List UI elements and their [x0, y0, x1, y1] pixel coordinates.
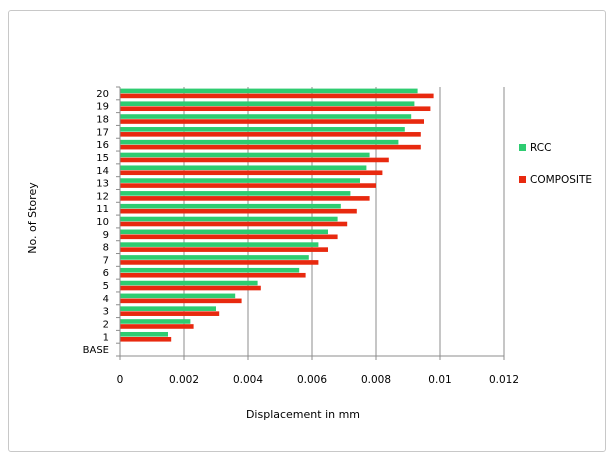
- bar-composite-4: [120, 298, 242, 304]
- bar-rcc-3: [120, 306, 216, 311]
- bar-rcc-17: [120, 127, 405, 132]
- legend: RCC COMPOSITE: [519, 142, 592, 186]
- bar-composite-7: [120, 260, 319, 265]
- bar-composite-20: [120, 93, 434, 99]
- bar-composite-18: [120, 119, 424, 124]
- y-tick-label: 3: [103, 307, 109, 318]
- bar-composite-17: [120, 132, 421, 137]
- bar-rcc-18: [120, 114, 412, 119]
- bar-rcc-2: [120, 319, 191, 324]
- legend-label-composite: COMPOSITE: [530, 174, 592, 186]
- bar-composite-6: [120, 272, 306, 278]
- y-tick-label: 15: [96, 153, 109, 164]
- y-tick-label: 14: [96, 166, 109, 177]
- bar-rcc-20: [120, 88, 418, 94]
- bar-composite-19: [120, 106, 431, 112]
- y-tick-label: 12: [96, 191, 109, 202]
- bar-composite-15: [120, 157, 389, 163]
- bar-rcc-13: [120, 178, 360, 183]
- x-tick-label: 0.002: [169, 374, 199, 386]
- legend-swatch-rcc: [519, 144, 526, 151]
- bar-rcc-8: [120, 242, 319, 247]
- bar-rcc-1: [120, 331, 168, 337]
- y-tick-label: 7: [103, 255, 109, 266]
- axes: [116, 86, 505, 360]
- x-tick-label: 0.012: [489, 374, 519, 386]
- bar-composite-16: [120, 144, 421, 150]
- y-tick-label: 11: [96, 204, 109, 215]
- bar-composite-2: [120, 324, 194, 329]
- bar-composite-5: [120, 285, 261, 291]
- y-tick-label: 17: [96, 127, 109, 138]
- y-tick-label: 18: [96, 115, 109, 126]
- y-tick-label: 6: [103, 268, 109, 279]
- x-tick-label: 0.004: [233, 374, 263, 386]
- legend-label-rcc: RCC: [530, 142, 551, 154]
- y-tick-label: BASE: [83, 345, 109, 356]
- bar-composite-13: [120, 183, 376, 188]
- bar-rcc-4: [120, 293, 236, 299]
- bar-composite-8: [120, 247, 328, 252]
- bar-rcc-15: [120, 152, 370, 158]
- x-tick-label: 0: [117, 374, 124, 386]
- x-axis-title: Displacement in mm: [246, 408, 360, 421]
- y-tick-label: 13: [96, 179, 109, 190]
- bar-composite-10: [120, 221, 348, 227]
- legend-swatch-composite: [519, 176, 526, 183]
- y-tick-label: 8: [103, 243, 109, 254]
- bar-rcc-16: [120, 139, 399, 145]
- bar-composite-9: [120, 234, 338, 240]
- y-tick-label: 16: [96, 140, 109, 151]
- y-tick-label: 9: [103, 230, 109, 241]
- y-axis-title: No. of Storey: [26, 182, 39, 254]
- bar-rcc-10: [120, 216, 338, 222]
- bar-composite-11: [120, 208, 357, 214]
- bar-rcc-6: [120, 267, 300, 273]
- y-tick-label: 4: [103, 294, 109, 305]
- y-tick-label: 10: [96, 217, 109, 228]
- bar-rcc-7: [120, 255, 309, 260]
- y-tick-label: 2: [103, 319, 109, 330]
- x-tick-label: 0.008: [361, 374, 391, 386]
- bar-rcc-9: [120, 229, 328, 235]
- gridlines: [183, 87, 505, 356]
- bar-composite-3: [120, 311, 220, 316]
- bar-rcc-11: [120, 203, 341, 209]
- y-tick-label: 1: [103, 332, 109, 343]
- bar-rcc-12: [120, 191, 351, 196]
- y-tick-label: 19: [96, 102, 109, 113]
- x-tick-label: 0.01: [428, 374, 451, 386]
- bar-rcc-14: [120, 165, 367, 171]
- bar-rcc-5: [120, 280, 258, 286]
- x-tick-label: 0.006: [297, 374, 327, 386]
- y-tick-label: 20: [96, 89, 109, 100]
- bar-rcc-19: [120, 101, 415, 107]
- bar-composite-12: [120, 196, 370, 201]
- y-tick-label: 5: [103, 281, 109, 292]
- x-tick-labels: 0 0.002 0.004 0.006 0.008 0.01 0.012: [117, 374, 519, 386]
- bars: [120, 88, 434, 342]
- bar-composite-1: [120, 336, 172, 342]
- bar-composite-14: [120, 170, 383, 176]
